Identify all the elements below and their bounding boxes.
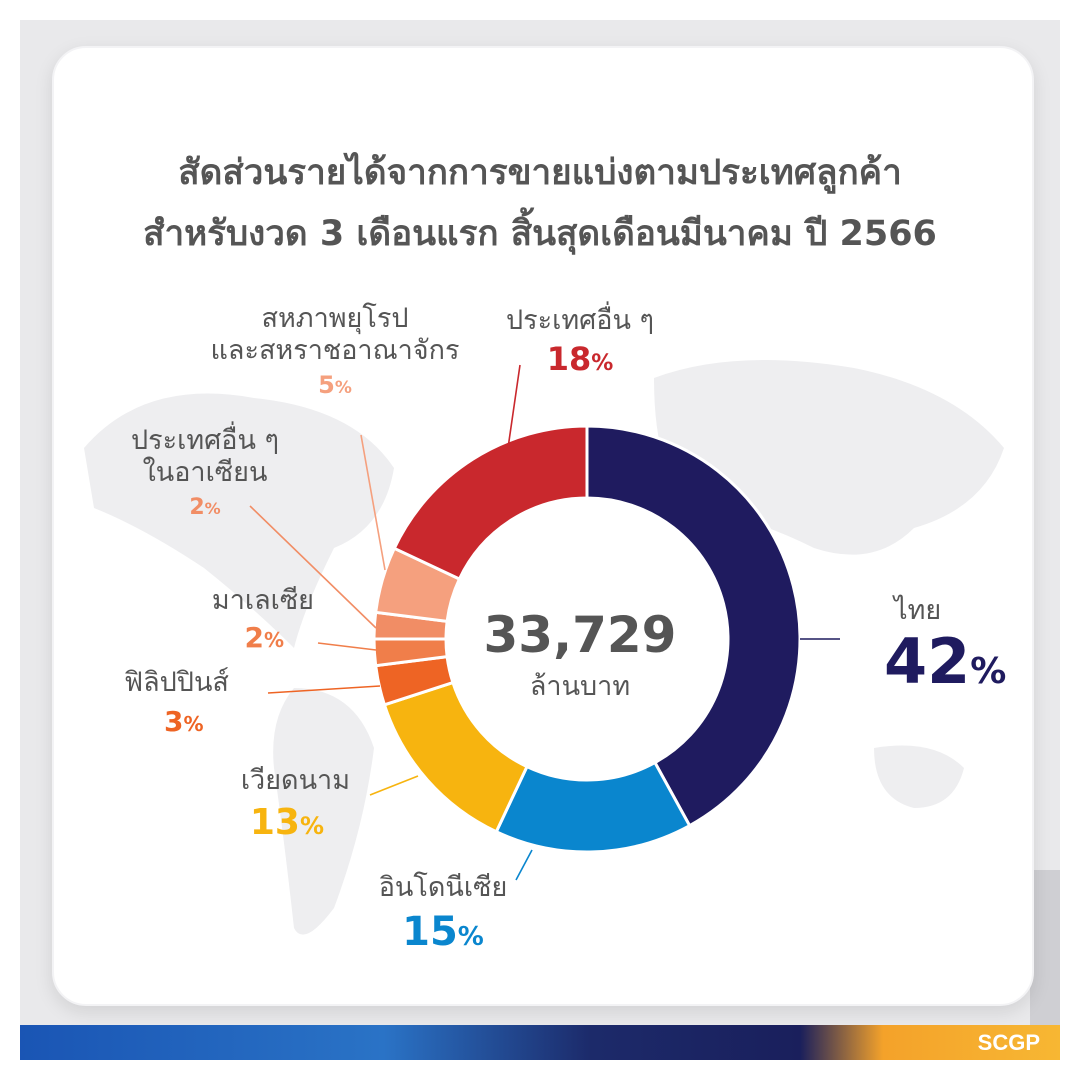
chart-title-line-2: สำหรับงวด 3 เดือนแรก สิ้นสุดเดือนมีนาคม … bbox=[143, 214, 937, 254]
world-map-background bbox=[84, 360, 1004, 935]
scgp-logo: SCGP bbox=[977, 1030, 1040, 1055]
background-stripe bbox=[1030, 870, 1060, 1040]
slice-others bbox=[392, 424, 589, 581]
label-others-name: ประเทศอื่น ๆ bbox=[505, 305, 655, 336]
label-thailand-percent: 42% bbox=[884, 624, 1007, 698]
label-eu-uk-name-1: สหภาพยุโรป bbox=[261, 303, 409, 334]
label-philippines-percent: 3% bbox=[164, 704, 204, 738]
label-other-asean-name-2: ในอาเซียน bbox=[142, 456, 268, 488]
center-total-value: 33,729 bbox=[483, 606, 677, 664]
leader-line-vietnam bbox=[369, 775, 419, 796]
leader-line-malaysia bbox=[317, 642, 377, 651]
label-others: ประเทศอื่น ๆ 18% bbox=[490, 305, 670, 379]
center-total-unit: ล้านบาท bbox=[529, 671, 631, 702]
label-other-asean-name-1: ประเทศอื่น ๆ bbox=[130, 425, 280, 456]
label-indonesia-percent: 15% bbox=[402, 908, 484, 955]
label-malaysia: มาเลเซีย 2% bbox=[212, 585, 314, 654]
label-vietnam: เวียดนาม 13% bbox=[241, 765, 350, 841]
footer-bar bbox=[20, 1025, 1060, 1060]
label-other-asean: ประเทศอื่น ๆ ในอาเซียน 2% bbox=[120, 425, 290, 521]
leader-line-eu-uk bbox=[360, 434, 386, 571]
chart-title-line-1: สัดส่วนรายได้จากการขายแบ่งตามประเทศลูกค้… bbox=[178, 153, 902, 193]
label-other-asean-percent: 2% bbox=[189, 494, 221, 520]
label-others-percent: 18% bbox=[546, 339, 614, 378]
label-philippines-name: ฟิลิปปินส์ bbox=[124, 667, 229, 698]
label-vietnam-name: เวียดนาม bbox=[240, 765, 350, 796]
label-eu-uk-name-2: และสหราชอาณาจักร bbox=[210, 334, 460, 366]
leader-line-philippines bbox=[267, 685, 381, 694]
label-thailand-name: ไทย bbox=[894, 595, 942, 626]
label-philippines: ฟิลิปปินส์ 3% bbox=[124, 667, 229, 738]
label-malaysia-percent: 2% bbox=[244, 620, 284, 654]
leader-line-others bbox=[507, 364, 521, 449]
leader-line-indonesia bbox=[515, 849, 533, 881]
label-thailand: ไทย 42% bbox=[884, 595, 1006, 693]
leader-line-other-asean bbox=[249, 505, 377, 629]
label-eu-uk: สหภาพยุโรป และสหราชอาณาจักร 5% bbox=[190, 303, 480, 399]
label-vietnam-percent: 13% bbox=[249, 801, 324, 843]
slice-indonesia bbox=[494, 760, 692, 854]
label-malaysia-name: มาเลเซีย bbox=[211, 585, 314, 616]
label-eu-uk-percent: 5% bbox=[318, 370, 352, 399]
slice-thailand bbox=[585, 424, 802, 828]
label-indonesia: อินโดนีเซีย 15% bbox=[358, 872, 528, 952]
slice-vietnam bbox=[382, 680, 529, 834]
label-indonesia-name: อินโดนีเซีย bbox=[378, 872, 508, 903]
